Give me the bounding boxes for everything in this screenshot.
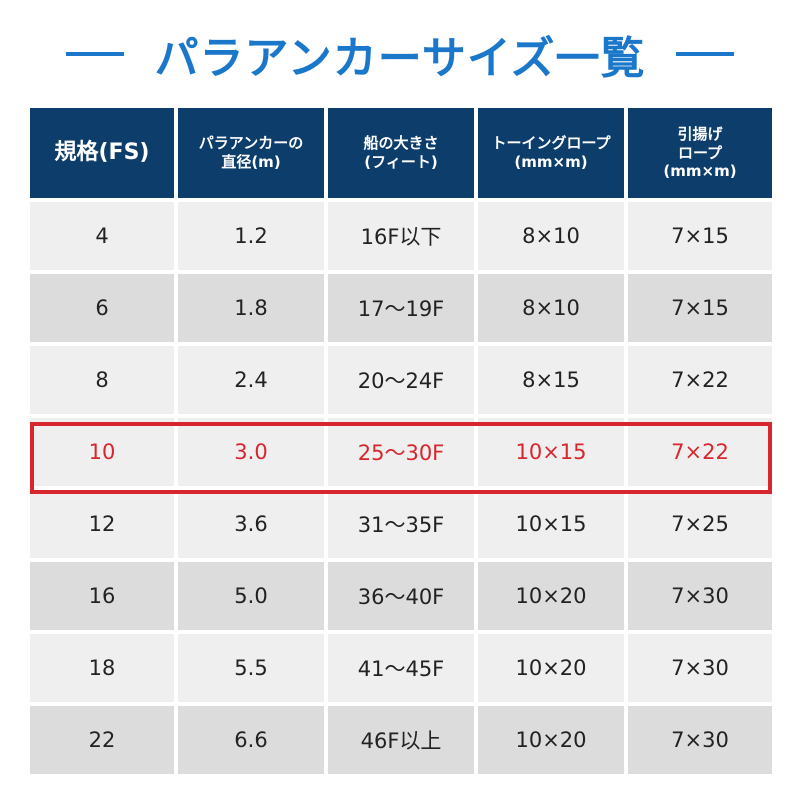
header-boat-size: 船の大きさ (フィート) — [328, 108, 474, 198]
cell-retrieval-rope: 7×15 — [628, 274, 772, 342]
cell-boat-size: 41〜45F — [328, 634, 474, 702]
cell-retrieval-rope: 7×22 — [628, 346, 772, 414]
cell-towing-rope: 10×20 — [478, 634, 624, 702]
header-retrieval-rope: 引揚げ ロープ (mm×m) — [628, 108, 772, 198]
header-standard-line-1: 規格(FS) — [54, 140, 150, 166]
cell-standard: 8 — [30, 346, 174, 414]
cell-boat-size: 16F以下 — [328, 202, 474, 270]
size-table: 規格(FS) パラアンカーの 直径(m) 船の大きさ (フィート) トーイングロ… — [30, 108, 772, 774]
table-row: 16 5.0 36〜40F 10×20 7×30 — [30, 562, 772, 630]
cell-standard: 4 — [30, 202, 174, 270]
cell-retrieval-rope: 7×30 — [628, 706, 772, 774]
table-row-highlighted: 10 3.0 25〜30F 10×15 7×22 — [30, 418, 772, 486]
cell-towing-rope: 8×15 — [478, 346, 624, 414]
cell-retrieval-rope: 7×30 — [628, 634, 772, 702]
cell-diameter: 5.5 — [178, 634, 324, 702]
cell-diameter: 1.2 — [178, 202, 324, 270]
page-title: パラアンカーサイズ一覧 — [154, 33, 646, 84]
cell-towing-rope: 10×20 — [478, 706, 624, 774]
cell-towing-rope: 10×20 — [478, 562, 624, 630]
cell-standard: 16 — [30, 562, 174, 630]
header-boat-size-line-2: (フィート) — [364, 153, 438, 171]
cell-diameter: 6.6 — [178, 706, 324, 774]
cell-standard: 12 — [30, 490, 174, 558]
header-retrieval-rope-line-3: (mm×m) — [663, 162, 737, 181]
table-row: 4 1.2 16F以下 8×10 7×15 — [30, 202, 772, 270]
cell-diameter: 3.0 — [178, 418, 324, 486]
cell-boat-size: 31〜35F — [328, 490, 474, 558]
cell-boat-size: 46F以上 — [328, 706, 474, 774]
cell-towing-rope: 10×15 — [478, 418, 624, 486]
cell-standard: 10 — [30, 418, 174, 486]
header-boat-size-line-1: 船の大きさ — [363, 134, 439, 153]
header-towing-rope: トーイングロープ (mm×m) — [478, 108, 624, 198]
cell-retrieval-rope: 7×22 — [628, 418, 772, 486]
header-towing-rope-line-2: (mm×m) — [514, 153, 588, 171]
table-row: 12 3.6 31〜35F 10×15 7×25 — [30, 490, 772, 558]
cell-standard: 6 — [30, 274, 174, 342]
table-row: 22 6.6 46F以上 10×20 7×30 — [30, 706, 772, 774]
title-right-rule — [675, 52, 734, 56]
table-row: 8 2.4 20〜24F 8×15 7×22 — [30, 346, 772, 414]
cell-towing-rope: 8×10 — [478, 274, 624, 342]
cell-retrieval-rope: 7×30 — [628, 562, 772, 630]
header-diameter-line-2: 直径(m) — [221, 153, 281, 171]
header-diameter: パラアンカーの 直径(m) — [178, 108, 324, 198]
cell-standard: 22 — [30, 706, 174, 774]
cell-boat-size: 25〜30F — [328, 418, 474, 486]
cell-towing-rope: 8×10 — [478, 202, 624, 270]
cell-diameter: 2.4 — [178, 346, 324, 414]
cell-standard: 18 — [30, 634, 174, 702]
cell-boat-size: 36〜40F — [328, 562, 474, 630]
table-header-row: 規格(FS) パラアンカーの 直径(m) 船の大きさ (フィート) トーイングロ… — [30, 108, 772, 198]
cell-towing-rope: 10×15 — [478, 490, 624, 558]
header-standard: 規格(FS) — [30, 108, 174, 198]
cell-diameter: 1.8 — [178, 274, 324, 342]
title-left-rule — [66, 52, 125, 56]
header-diameter-line-1: パラアンカーの — [198, 134, 304, 153]
table-row: 6 1.8 17〜19F 8×10 7×15 — [30, 274, 772, 342]
cell-boat-size: 17〜19F — [328, 274, 474, 342]
cell-diameter: 3.6 — [178, 490, 324, 558]
title-bar: パラアンカーサイズ一覧 — [0, 22, 800, 86]
cell-diameter: 5.0 — [178, 562, 324, 630]
header-retrieval-rope-line-2: ロープ — [677, 143, 723, 162]
cell-retrieval-rope: 7×25 — [628, 490, 772, 558]
cell-boat-size: 20〜24F — [328, 346, 474, 414]
table-row: 18 5.5 41〜45F 10×20 7×30 — [30, 634, 772, 702]
cell-retrieval-rope: 7×15 — [628, 202, 772, 270]
header-towing-rope-line-1: トーイングロープ — [491, 134, 611, 153]
header-retrieval-rope-line-1: 引揚げ — [677, 124, 723, 143]
